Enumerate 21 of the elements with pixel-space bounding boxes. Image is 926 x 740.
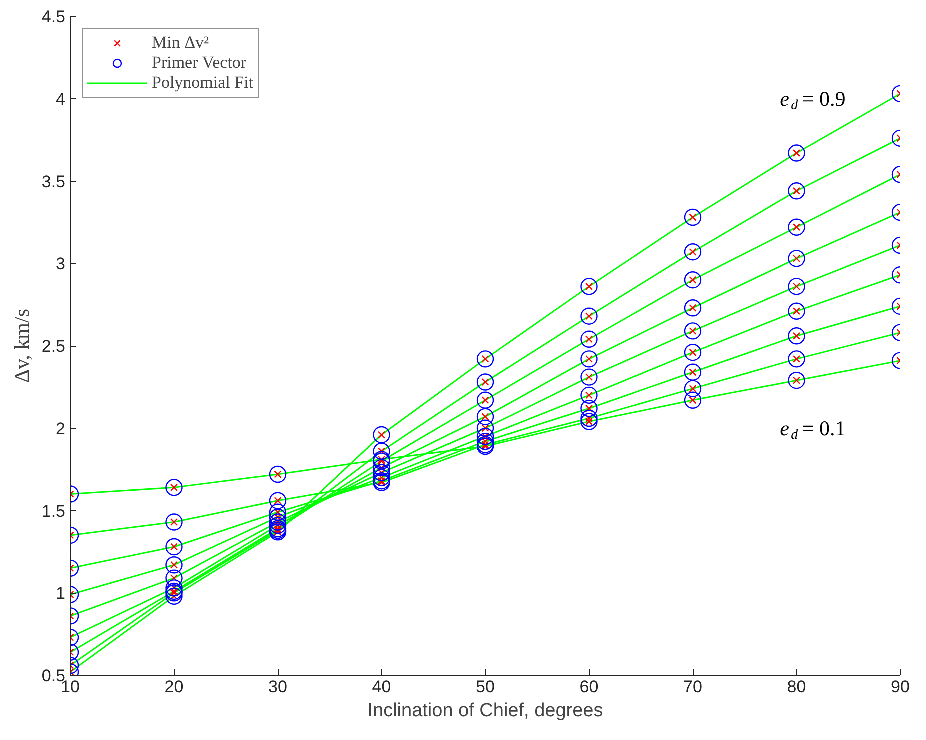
y-tick-label: 3.5 (42, 172, 66, 192)
y-tick-label: 4.5 (42, 8, 66, 26)
x-tick-label: 80 (787, 678, 806, 696)
y-axis-title: Δv, km/s (10, 309, 34, 383)
y-tick-label: 2.5 (42, 337, 66, 356)
y-tick-label: 2 (56, 419, 66, 438)
x-tick-label: 30 (268, 678, 288, 696)
x-tick-label: 20 (164, 678, 184, 696)
x-axis-title: Inclination of Chief, degrees (368, 700, 604, 722)
x-tick-label: 50 (476, 678, 495, 696)
x-tick-label: 60 (580, 678, 599, 696)
x-tick-label: 70 (684, 678, 702, 696)
x-tick-label: 40 (372, 678, 392, 696)
legend-label: Min Δv² (152, 33, 210, 53)
legend-label: Polynomial Fit (152, 73, 254, 93)
legend-label: Primer Vector (152, 53, 247, 73)
y-tick-label: 3 (56, 254, 66, 274)
y-tick-label: 4 (56, 90, 66, 109)
y-tick-label: 1.5 (42, 502, 66, 521)
y-tick-label: 1 (56, 584, 66, 604)
x-tick-label: 90 (891, 678, 910, 696)
